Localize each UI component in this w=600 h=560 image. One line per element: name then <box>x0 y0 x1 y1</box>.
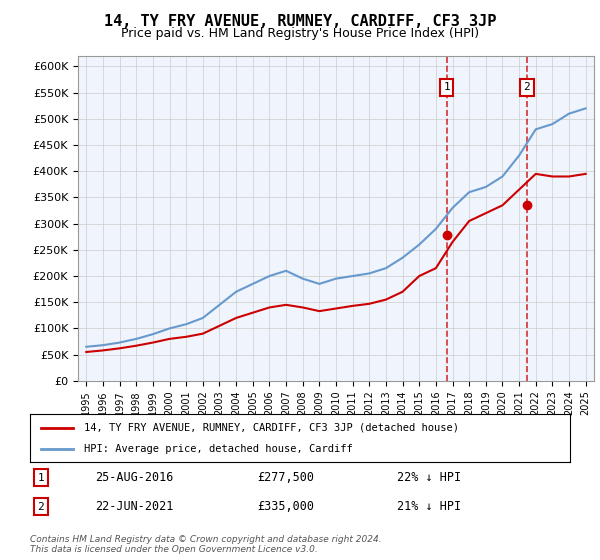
Text: £335,000: £335,000 <box>257 500 314 513</box>
Text: 21% ↓ HPI: 21% ↓ HPI <box>397 500 461 513</box>
Text: 2: 2 <box>524 82 530 92</box>
Text: 22% ↓ HPI: 22% ↓ HPI <box>397 471 461 484</box>
Text: 14, TY FRY AVENUE, RUMNEY, CARDIFF, CF3 3JP (detached house): 14, TY FRY AVENUE, RUMNEY, CARDIFF, CF3 … <box>84 423 459 433</box>
Text: 14, TY FRY AVENUE, RUMNEY, CARDIFF, CF3 3JP: 14, TY FRY AVENUE, RUMNEY, CARDIFF, CF3 … <box>104 14 496 29</box>
Text: 1: 1 <box>37 473 44 483</box>
Text: 2: 2 <box>37 502 44 512</box>
Text: 22-JUN-2021: 22-JUN-2021 <box>95 500 173 513</box>
Text: £277,500: £277,500 <box>257 471 314 484</box>
Text: 1: 1 <box>443 82 450 92</box>
Text: HPI: Average price, detached house, Cardiff: HPI: Average price, detached house, Card… <box>84 444 353 454</box>
Text: 25-AUG-2016: 25-AUG-2016 <box>95 471 173 484</box>
Text: Contains HM Land Registry data © Crown copyright and database right 2024.
This d: Contains HM Land Registry data © Crown c… <box>30 535 382 554</box>
Text: Price paid vs. HM Land Registry's House Price Index (HPI): Price paid vs. HM Land Registry's House … <box>121 27 479 40</box>
